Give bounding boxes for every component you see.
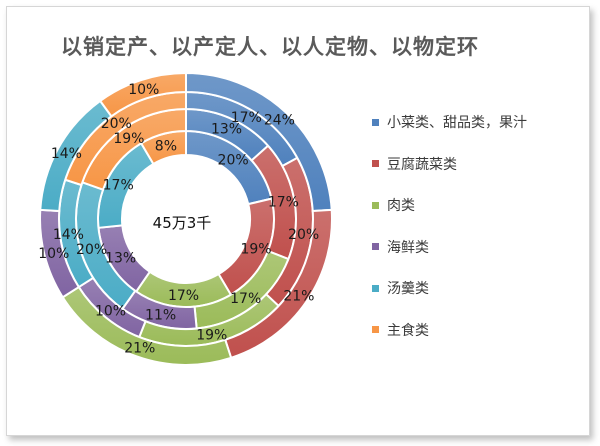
- ring-4-slice-staple: [98, 71, 187, 118]
- ring-2-label-soup: 20%: [76, 242, 107, 258]
- legend-swatch: [372, 243, 379, 250]
- ring-1-label-soup: 17%: [103, 178, 134, 194]
- legend-item-meat: 肉类: [372, 195, 527, 215]
- legend-item-seafood: 海鲜类: [372, 237, 527, 257]
- ring-4-label-meat: 21%: [124, 340, 155, 356]
- ring-3-label-soup: 14%: [53, 227, 84, 243]
- legend-swatch: [372, 160, 379, 167]
- ring-3-label-tofu-veg: 20%: [288, 227, 319, 243]
- ring-3-label-seafood: 10%: [95, 303, 126, 319]
- legend-item-tofu-veg: 豆腐蔬菜类: [372, 154, 527, 174]
- ring-1-label-meat: 17%: [168, 288, 199, 304]
- legend-swatch: [372, 201, 379, 209]
- legend-label: 豆腐蔬菜类: [387, 156, 457, 173]
- ring-1-label-seafood: 13%: [105, 251, 136, 267]
- ring-3-label-meat: 19%: [196, 328, 227, 344]
- legend-item-snacks: 小菜类、甜品类，果汁: [372, 112, 527, 132]
- ring-2-label-seafood: 11%: [145, 308, 176, 324]
- legend: 小菜类、甜品类，果汁 豆腐蔬菜类肉类海鲜类汤羹类主食类: [372, 112, 527, 361]
- legend-label: 小菜类、甜品类，果汁: [387, 115, 527, 131]
- legend-label: 主食类: [387, 322, 429, 339]
- legend-swatch: [372, 326, 379, 333]
- legend-label: 肉类: [387, 198, 415, 214]
- legend-swatch: [372, 284, 379, 292]
- ring-3-label-snacks: 17%: [231, 110, 262, 126]
- legend-label: 海鲜类: [387, 239, 429, 256]
- legend-swatch: [372, 118, 379, 126]
- ring-2-label-staple: 19%: [113, 131, 144, 147]
- ring-labels: 20%19%17%13%17%8%13%17%17%11%20%19%17%20…: [38, 82, 319, 356]
- ring-2-label-snacks: 13%: [211, 122, 242, 138]
- ring-1-label-staple: 8%: [155, 139, 177, 155]
- ring-4-label-soup: 14%: [51, 146, 82, 162]
- ring-4-label-seafood: 10%: [38, 246, 69, 262]
- ring-4-label-snacks: 24%: [264, 113, 295, 129]
- center-total-label: 45万3千: [153, 214, 212, 232]
- ring-1-label-snacks: 20%: [218, 152, 249, 168]
- chart-title: 以销定产、以产定人、以人定物、以物定环: [61, 35, 479, 59]
- ring-2-label-meat: 17%: [230, 291, 261, 307]
- legend-item-soup: 汤羹类: [372, 278, 527, 298]
- rings: [39, 71, 333, 366]
- ring-1-label-tofu-veg: 19%: [240, 242, 271, 258]
- legend-item-staple: 主食类: [372, 320, 527, 340]
- ring-3-label-staple: 20%: [101, 116, 132, 132]
- ring-4-label-tofu-veg: 21%: [283, 289, 314, 305]
- ring-2-label-tofu-veg: 17%: [268, 195, 299, 211]
- ring-4-label-staple: 10%: [128, 82, 159, 98]
- legend-label: 汤羹类: [387, 281, 429, 297]
